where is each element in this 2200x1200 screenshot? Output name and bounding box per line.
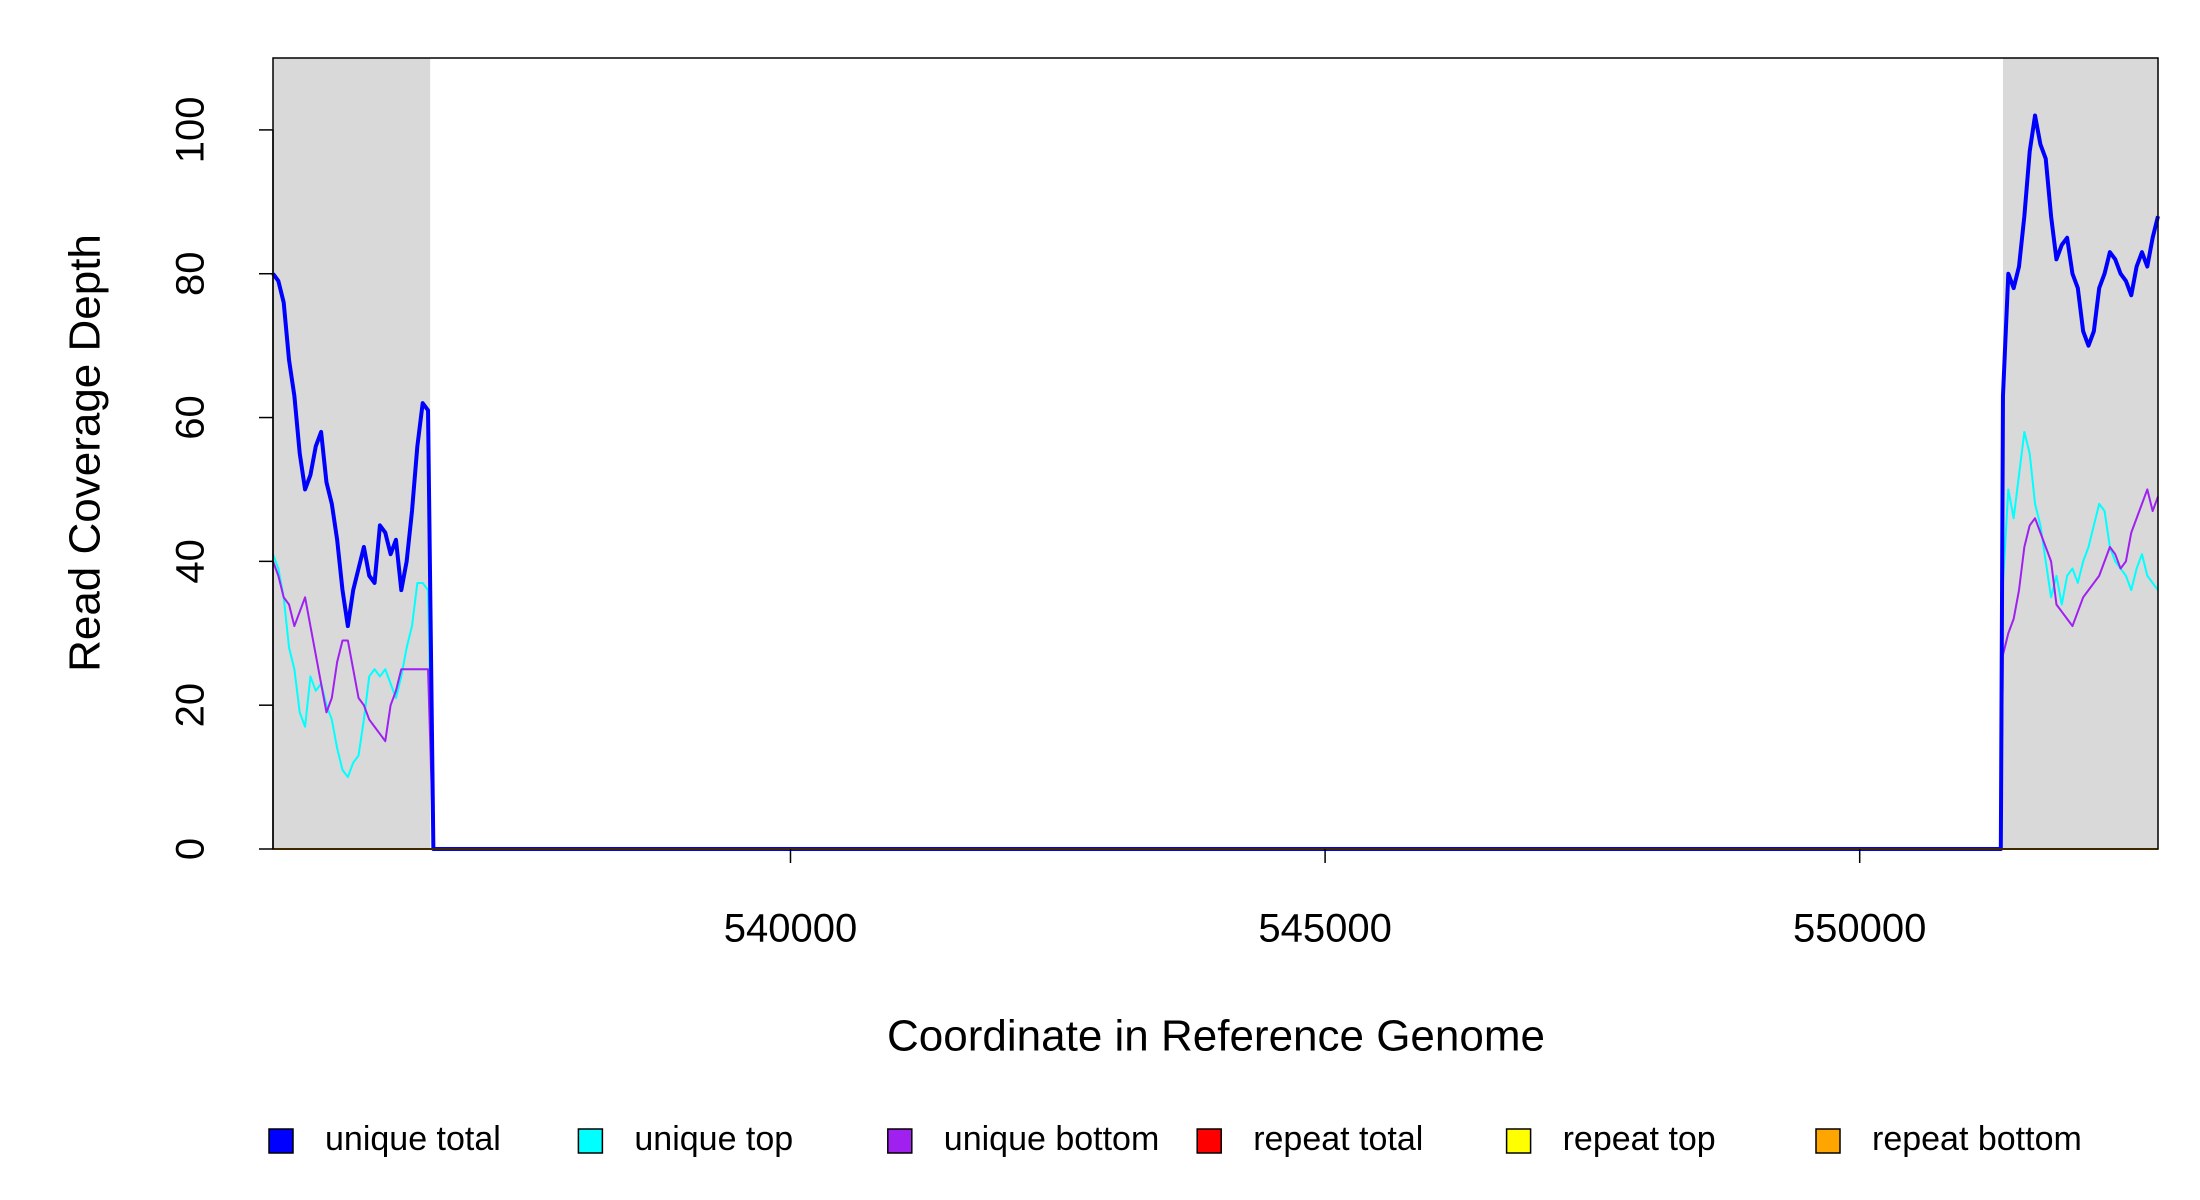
plot-frame bbox=[272, 57, 2159, 850]
y-tick-label: 20 bbox=[169, 683, 213, 728]
y-tick-label: 40 bbox=[169, 539, 213, 584]
x-tick-label: 540000 bbox=[724, 907, 857, 951]
legend-swatch bbox=[1815, 1128, 1841, 1154]
y-tick-label: 60 bbox=[169, 395, 213, 440]
legend-label: unique top bbox=[634, 1120, 793, 1158]
legend-label: repeat total bbox=[1253, 1120, 1423, 1158]
series-line bbox=[272, 430, 2159, 850]
legend-label: repeat top bbox=[1563, 1120, 1716, 1158]
legend-swatch bbox=[268, 1128, 294, 1154]
x-axis-title: Coordinate in Reference Genome bbox=[887, 1012, 1545, 1061]
y-tick-label: 80 bbox=[169, 251, 213, 296]
legend-swatch bbox=[1505, 1128, 1532, 1154]
x-tick-label: 550000 bbox=[1793, 907, 1926, 951]
y-tick-label: 100 bbox=[169, 97, 213, 164]
series-line bbox=[271, 113, 2160, 851]
shaded-region bbox=[273, 58, 431, 849]
legend-label: unique total bbox=[325, 1120, 501, 1158]
series-line bbox=[272, 488, 2159, 850]
x-tick-label: 545000 bbox=[1258, 907, 1391, 951]
y-tick-label: 0 bbox=[169, 838, 213, 860]
legend-label: repeat bottom bbox=[1872, 1120, 2082, 1158]
legend-swatch bbox=[1196, 1128, 1222, 1154]
y-axis-title: Read Coverage Depth bbox=[61, 234, 110, 672]
legend-label: unique bottom bbox=[944, 1120, 1160, 1158]
legend-swatch bbox=[577, 1128, 604, 1154]
legend-swatch bbox=[887, 1128, 913, 1154]
